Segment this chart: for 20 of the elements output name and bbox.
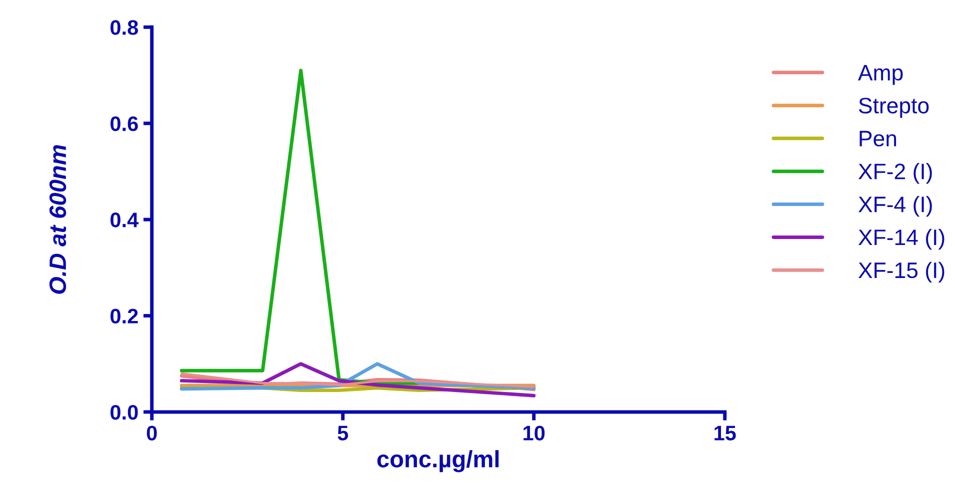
x-axis-title: conc.µg/ml [377, 450, 499, 472]
y-axis-title: O.D at 600nm [49, 145, 66, 294]
line-series [180, 362, 536, 398]
legend-label: Strepto [858, 98, 929, 118]
x-tick-label: 5 [338, 426, 348, 440]
legend-label: XF-15 (I) [858, 262, 944, 283]
x-tick-label: 15 [714, 426, 736, 440]
y-tick-label: 0.6 [110, 116, 138, 132]
line-series [180, 372, 535, 388]
y-tick-label: 0.0 [110, 404, 138, 420]
legend-label: XF-2 (I) [858, 163, 932, 184]
x-tick-label: 10 [524, 426, 545, 440]
y-tick-label: 0.8 [110, 20, 138, 35]
legend-label: XF-4 (I) [858, 196, 932, 217]
legend-label: Amp [858, 65, 903, 85]
y-tick-label: 0.4 [110, 212, 139, 228]
y-tick-label: 0.2 [110, 308, 138, 324]
legend-label: XF-14 (I) [858, 228, 944, 250]
x-tick-label: 0 [146, 426, 157, 440]
legend-label: Pen [860, 130, 896, 146]
